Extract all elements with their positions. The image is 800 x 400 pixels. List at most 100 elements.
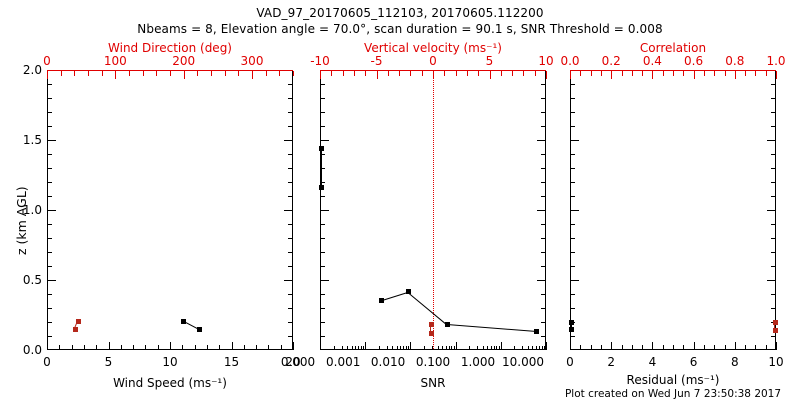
y-tick-minor [321, 210, 329, 211]
y-tick-minor [48, 98, 52, 99]
panel-snr-bottom-tick-3: 0.100 [415, 355, 451, 369]
x-tick-wind-speed [219, 345, 221, 350]
x-tick-snr-minor [538, 346, 540, 350]
panel-correlation-top-tick-3: 0.6 [684, 54, 704, 68]
wind-direction-point [72, 327, 78, 333]
y-tick-minor [771, 294, 775, 295]
x-tick-vertical-velocity [433, 71, 434, 79]
x-tick-residual [662, 345, 664, 350]
y-tick-minor [541, 252, 545, 253]
panel-wind-top-tick-2: 200 [172, 54, 196, 68]
y-tick-minor [541, 308, 545, 309]
x-tick-vertical-velocity [365, 71, 367, 76]
x-tick-snr-minor [424, 346, 425, 350]
panel-snr-bottom-tick-2: 0.010 [370, 355, 406, 369]
y-tick-minor [321, 308, 325, 309]
y-tick-minor [541, 322, 545, 323]
y-tick-minor [321, 280, 329, 281]
y-tick-label-2: 1.0 [22, 203, 42, 217]
panel-snr-bottom-tick-4: 1.000 [460, 355, 496, 369]
plot-credit-timestamp: Plot created on Wed Jun 7 23:50:38 2017 [564, 388, 782, 400]
panel-wind-bottom-tick-4: 20 [285, 355, 301, 369]
panel-correlation-top-tick-2: 0.4 [642, 54, 662, 68]
x-tick-snr-minor [543, 346, 545, 350]
x-tick-wind-direction [60, 71, 62, 76]
y-tick-minor [288, 336, 292, 337]
x-tick-vertical-velocity [353, 71, 355, 76]
y-tick-minor [571, 280, 579, 281]
x-tick-wind-direction [156, 71, 158, 76]
x-tick-snr-major [455, 342, 457, 350]
y-tick-minor [48, 210, 56, 211]
x-tick-snr-minor [448, 346, 450, 350]
panel-snr-top-tick-4: 10 [538, 54, 554, 68]
vertical-velocity-point [428, 330, 434, 336]
x-tick-correlation [570, 71, 571, 79]
x-tick-wind-direction [170, 71, 171, 76]
y-tick-minor [48, 224, 52, 225]
y-tick-minor [571, 84, 575, 85]
y-tick-minor [48, 336, 52, 337]
x-tick-wind-direction [74, 71, 76, 76]
y-tick-minor [541, 294, 545, 295]
y-tick-label-1: 1.5 [22, 133, 42, 147]
x-tick-correlation [642, 71, 644, 76]
y-tick-minor [288, 112, 292, 113]
x-tick-wind-speed [120, 345, 122, 350]
panel-correlation-bottom-tick-3: 6 [689, 355, 698, 369]
x-tick-wind-speed [293, 342, 294, 350]
x-tick-wind-speed [108, 342, 110, 350]
correlation-point [772, 327, 778, 333]
y-tick-minor [284, 140, 292, 141]
x-tick-wind-direction [279, 71, 281, 76]
y-tick-minor [321, 168, 325, 169]
x-tick-vertical-velocity [478, 71, 480, 76]
y-tick-minor [771, 308, 775, 309]
x-tick-snr-minor [347, 346, 349, 350]
x-tick-snr-major [365, 342, 367, 350]
x-tick-wind-speed [268, 345, 270, 350]
y-tick-minor [771, 168, 775, 169]
y-tick-minor [771, 98, 775, 99]
x-tick-correlation [600, 71, 602, 76]
y-tick-minor [321, 98, 325, 99]
y-tick-minor [771, 238, 775, 239]
x-tick-wind-speed [83, 345, 85, 350]
x-tick-snr-major [500, 342, 502, 350]
y-tick-minor [541, 98, 545, 99]
x-tick-correlation [590, 71, 592, 76]
x-tick-wind-speed [47, 342, 48, 350]
y-tick-minor [321, 322, 325, 323]
x-tick-snr-minor [477, 346, 479, 350]
y-tick-minor [571, 98, 575, 99]
x-tick-snr-minor [493, 346, 495, 350]
y-tick-minor [571, 238, 575, 239]
y-tick-minor [571, 224, 575, 225]
y-tick-minor [321, 266, 325, 267]
x-tick-snr-minor [408, 346, 410, 350]
panel-correlation-bottom-tick-1: 2 [607, 355, 616, 369]
x-tick-snr-minor [514, 346, 516, 350]
x-tick-vertical-velocity [444, 71, 446, 76]
x-tick-residual [765, 345, 767, 350]
y-tick-minor [288, 308, 292, 309]
x-tick-snr-minor [363, 346, 365, 350]
y-axis-label: z (km AGL) [14, 186, 29, 255]
y-tick-minor [571, 266, 575, 267]
x-tick-vertical-velocity [376, 71, 378, 79]
x-tick-snr-minor [535, 346, 537, 350]
y-tick-minor [288, 196, 292, 197]
x-tick-snr-minor [403, 346, 405, 350]
x-tick-snr-minor [431, 346, 433, 350]
x-tick-wind-speed [182, 345, 184, 350]
panel-snr-top-axis [320, 70, 546, 71]
x-tick-residual [590, 345, 592, 350]
x-tick-snr-minor [360, 346, 362, 350]
y-tick-minor [288, 182, 292, 183]
y-tick-minor [771, 84, 775, 85]
snr-point [319, 145, 325, 151]
x-tick-residual [693, 342, 695, 350]
y-tick-minor [288, 84, 292, 85]
plot-title-line1: VAD_97_20170605_112103, 20170605.112200 [256, 6, 544, 20]
